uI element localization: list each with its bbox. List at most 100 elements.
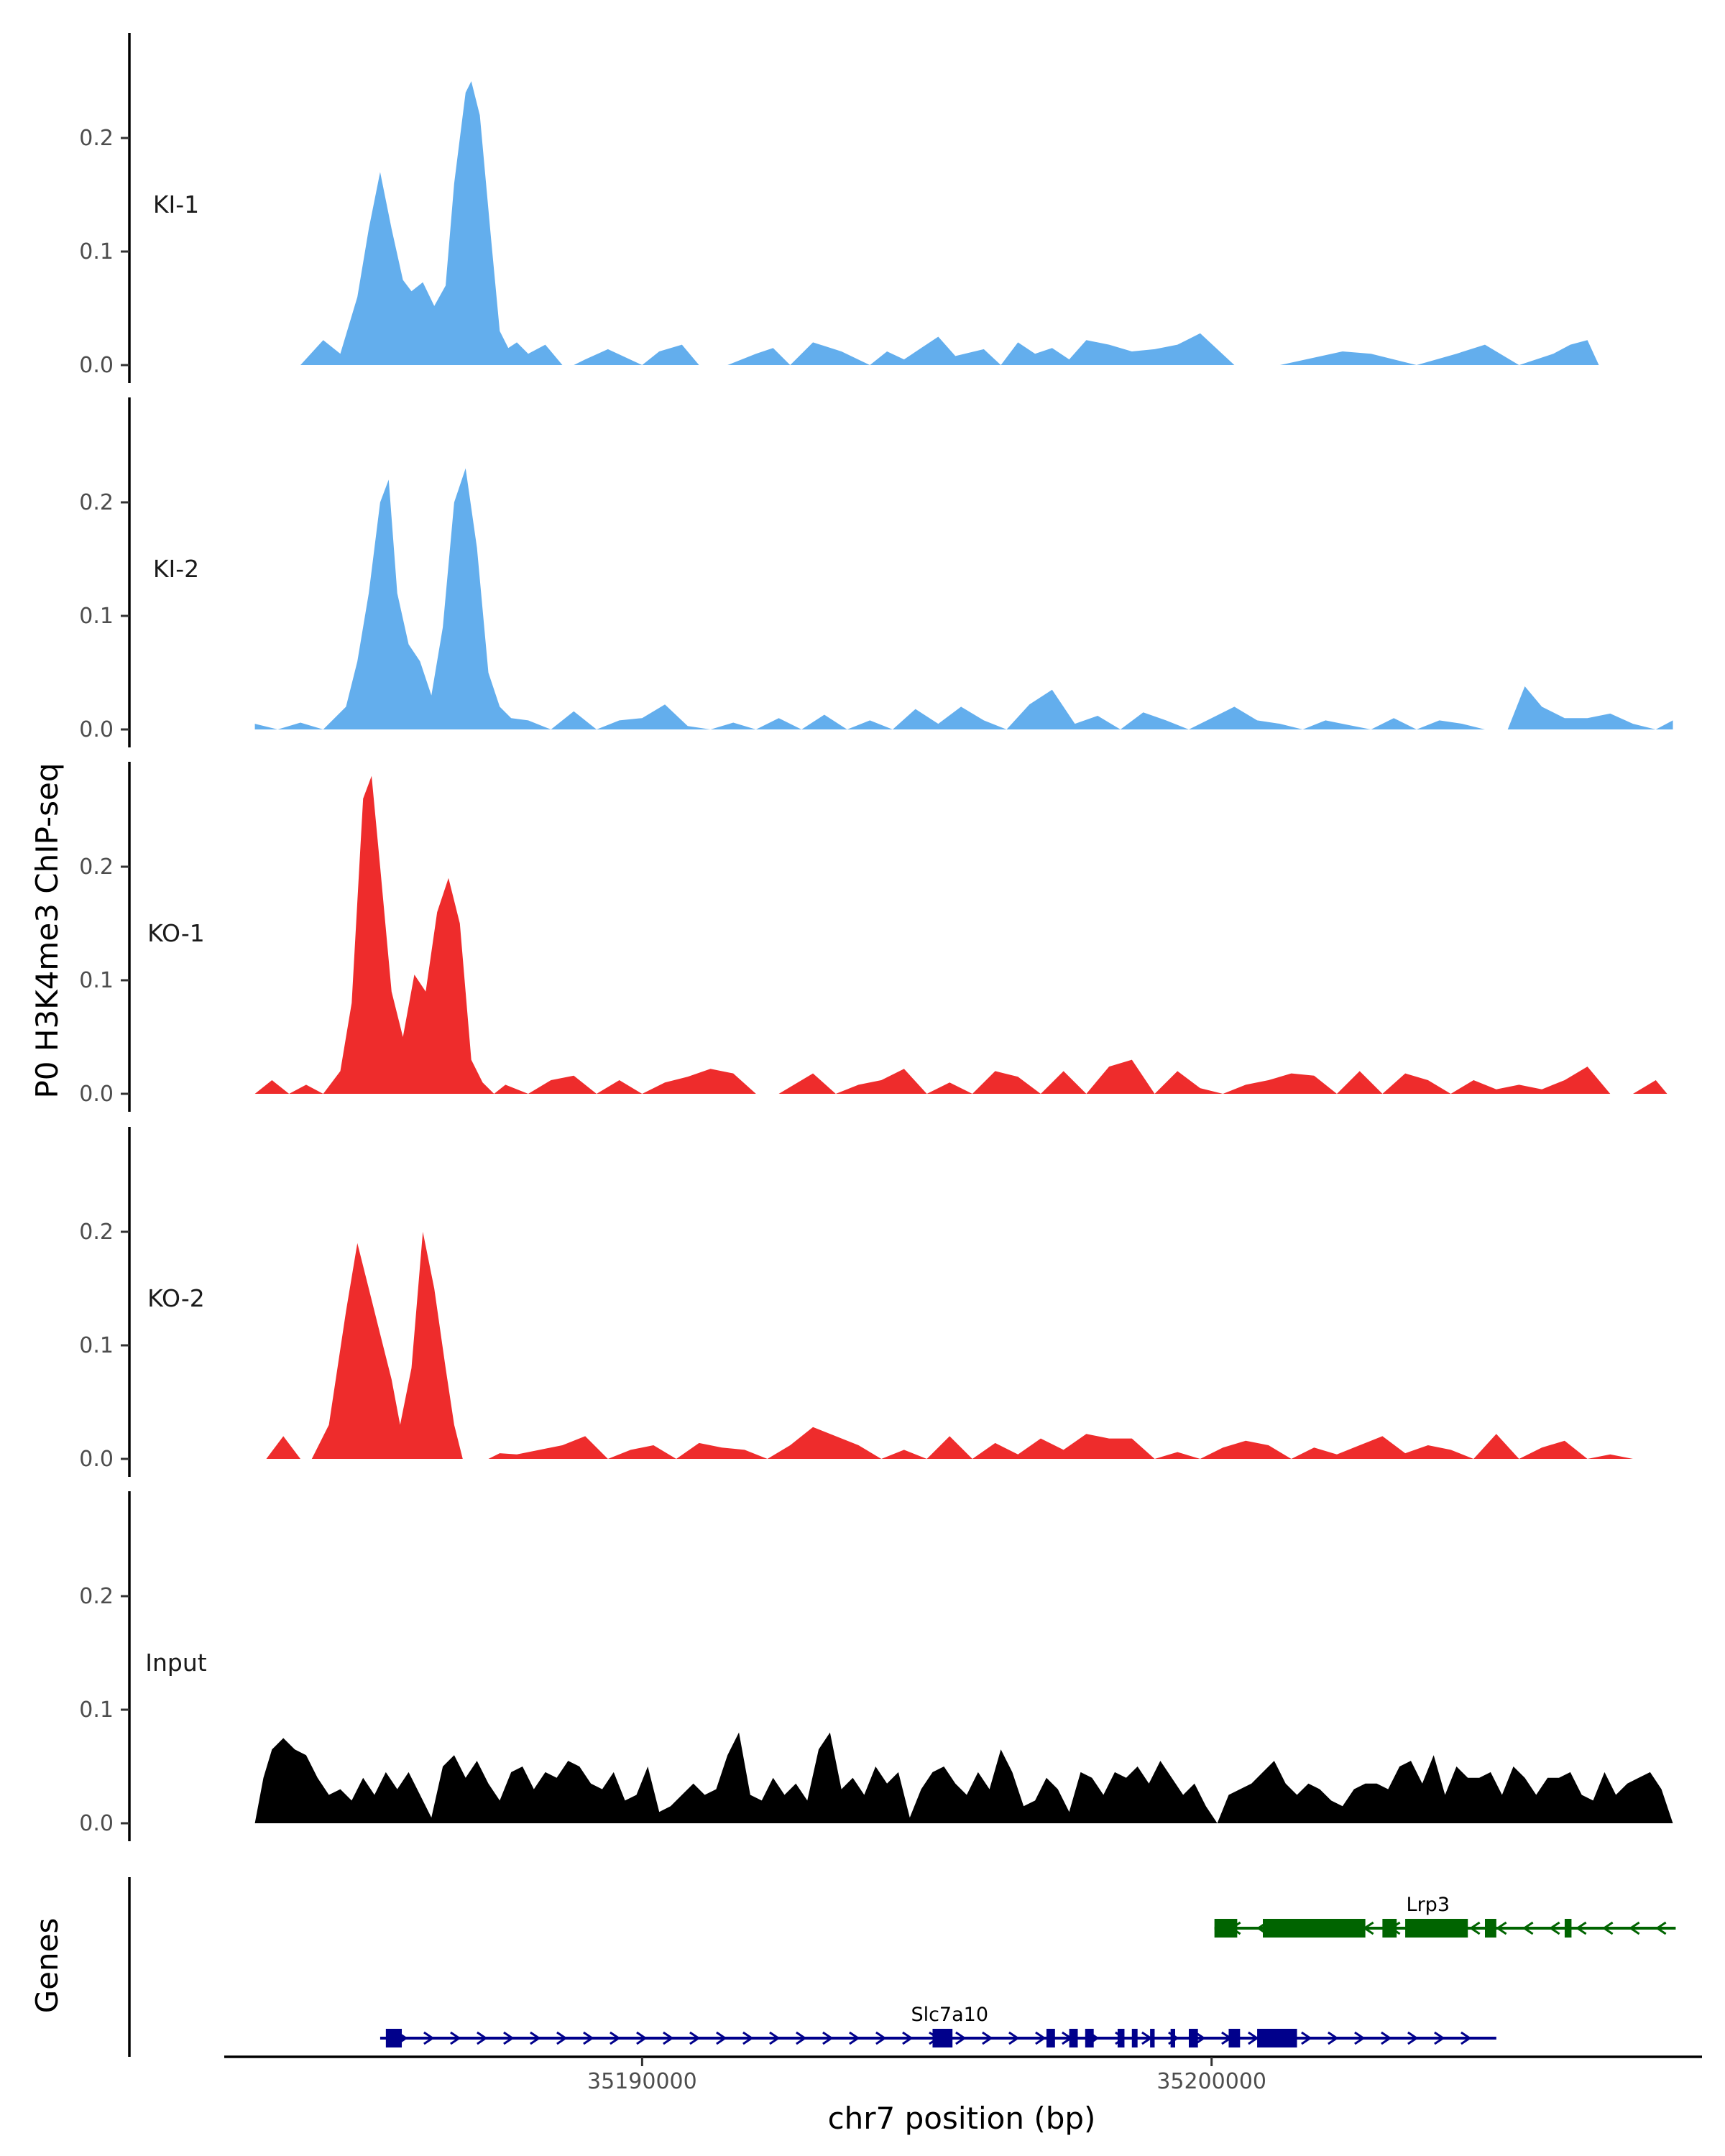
strand-chevron bbox=[610, 2031, 621, 2045]
strand-chevron bbox=[1008, 2031, 1020, 2045]
gene-exon bbox=[1085, 2029, 1094, 2047]
strand-chevron bbox=[1301, 2031, 1312, 2045]
y-tick-label: 0.1 bbox=[79, 1697, 114, 1723]
strand-chevron bbox=[450, 2031, 461, 2045]
strand-chevron bbox=[955, 2031, 967, 2045]
strand-chevron bbox=[1354, 2031, 1366, 2045]
y-axis-title: P0 H3K4me3 ChIP-seq bbox=[29, 763, 65, 1098]
strand-chevron bbox=[796, 2031, 807, 2045]
gene-exon bbox=[1069, 2029, 1078, 2047]
strand-chevron bbox=[1248, 2031, 1259, 2045]
x-axis: 35190000 35200000 bbox=[224, 2055, 1702, 2094]
strand-chevron bbox=[1460, 2031, 1472, 2045]
gene-exon bbox=[1189, 2029, 1198, 2047]
signal-area-ko-1 bbox=[254, 775, 1668, 1094]
strand-chevron bbox=[423, 2031, 435, 2045]
strand-chevron bbox=[1522, 1921, 1534, 1935]
signal-area-input bbox=[254, 1732, 1673, 1823]
track-panel-ki-2: 0.0 0.1 0.2 KI-2 bbox=[79, 397, 1673, 747]
y-tick-label: 0.0 bbox=[79, 1811, 114, 1836]
strand-chevron bbox=[1468, 1921, 1481, 1935]
strand-chevron bbox=[1195, 2031, 1206, 2045]
y-tick-label: 0.0 bbox=[79, 717, 114, 742]
gene-exon bbox=[1117, 2029, 1125, 2047]
gene-label: Lrp3 bbox=[1407, 1894, 1450, 1916]
track-panel-ki-1: 0.0 0.1 0.2 KI-1 bbox=[79, 33, 1599, 383]
track-label: KO-1 bbox=[147, 919, 205, 947]
y-tick-label: 0.1 bbox=[79, 239, 114, 264]
strand-chevron bbox=[875, 2031, 887, 2045]
strand-chevron bbox=[1495, 1921, 1507, 1935]
strand-chevron bbox=[663, 2031, 674, 2045]
gene-label: Slc7a10 bbox=[911, 2004, 988, 2026]
gene-exon bbox=[1170, 2029, 1175, 2047]
strand-chevron bbox=[556, 2031, 568, 2045]
strand-chevron bbox=[1381, 2031, 1392, 2045]
signal-area-ko-2 bbox=[266, 1232, 1633, 1459]
strand-chevron bbox=[1628, 1921, 1640, 1935]
tracks-layer: 0.00.10.2KI-10.00.10.2KI-20.00.10.2KO-10… bbox=[79, 33, 1673, 1841]
y-tick-label: 0.1 bbox=[79, 1333, 114, 1358]
signal-area-ki-2 bbox=[254, 468, 1673, 729]
x-tick-label: 35190000 bbox=[587, 2069, 697, 2094]
signal-area-ki-1 bbox=[300, 81, 1599, 365]
x-axis-title: chr7 position (bp) bbox=[828, 2101, 1096, 2136]
track-panel-ko-2: 0.0 0.1 0.2 KO-2 bbox=[79, 1127, 1633, 1477]
strand-chevron bbox=[1548, 1921, 1560, 1935]
y-tick-label: 0.0 bbox=[79, 353, 114, 378]
strand-chevron bbox=[689, 2031, 701, 2045]
y-tick-label: 0.2 bbox=[79, 854, 114, 880]
gene-exon bbox=[385, 2029, 402, 2047]
strand-chevron bbox=[530, 2031, 541, 2045]
genes-panel: Slc7a10 Lrp3 35190000 35200000 bbox=[128, 1877, 1702, 2094]
gene-exon bbox=[1263, 1919, 1366, 1938]
y-tick-label: 0.2 bbox=[79, 1220, 114, 1245]
track-panel-ko-1: 0.0 0.1 0.2 KO-1 bbox=[79, 762, 1668, 1112]
strand-chevron bbox=[742, 2031, 754, 2045]
strand-chevron bbox=[1407, 2031, 1419, 2045]
y-tick-label: 0.0 bbox=[79, 1447, 114, 1472]
genes-axis-title: Genes bbox=[29, 1918, 65, 2014]
gene-exon bbox=[1131, 2029, 1138, 2047]
strand-chevron bbox=[503, 2031, 515, 2045]
strand-chevron bbox=[1655, 1921, 1667, 1935]
gene-exon bbox=[1382, 1919, 1397, 1938]
gene-exon bbox=[1150, 2029, 1155, 2047]
strand-chevron bbox=[822, 2031, 834, 2045]
strand-chevron bbox=[769, 2031, 781, 2045]
gene-exon bbox=[932, 2029, 953, 2047]
gene-exon bbox=[1564, 1919, 1572, 1938]
y-tick-label: 0.2 bbox=[79, 126, 114, 151]
strand-chevron bbox=[1601, 1921, 1614, 1935]
y-tick-label: 0.1 bbox=[79, 968, 114, 993]
gene-lrp3: Lrp3 bbox=[1214, 1894, 1676, 1938]
strand-chevron bbox=[1035, 2031, 1046, 2045]
track-panel-input: 0.0 0.1 0.2 Input bbox=[79, 1491, 1673, 1841]
y-tick-label: 0.2 bbox=[79, 1584, 114, 1609]
track-label: KI-1 bbox=[153, 190, 199, 218]
y-tick-label: 0.0 bbox=[79, 1082, 114, 1107]
gene-exon bbox=[1214, 1919, 1238, 1938]
strand-chevron bbox=[1575, 1921, 1587, 1935]
strand-chevron bbox=[583, 2031, 594, 2045]
y-tick-label: 0.1 bbox=[79, 604, 114, 629]
track-label: Input bbox=[145, 1649, 207, 1677]
strand-chevron bbox=[477, 2031, 488, 2045]
gene-exon bbox=[1257, 2029, 1297, 2047]
gene-exon bbox=[1485, 1919, 1496, 1938]
strand-chevron bbox=[636, 2031, 648, 2045]
gene-exon bbox=[1046, 2029, 1055, 2047]
strand-chevron bbox=[1434, 2031, 1445, 2045]
strand-chevron bbox=[902, 2031, 914, 2045]
strand-chevron bbox=[1328, 2031, 1339, 2045]
strand-chevron bbox=[849, 2031, 860, 2045]
track-label: KO-2 bbox=[147, 1284, 205, 1312]
gene-slc7a10: Slc7a10 bbox=[380, 2004, 1496, 2047]
track-label: KI-2 bbox=[153, 555, 199, 583]
x-tick-label: 35200000 bbox=[1156, 2069, 1266, 2094]
gene-exon bbox=[1228, 2029, 1241, 2047]
gene-exon bbox=[1405, 1919, 1468, 1938]
y-tick-label: 0.2 bbox=[79, 490, 114, 515]
